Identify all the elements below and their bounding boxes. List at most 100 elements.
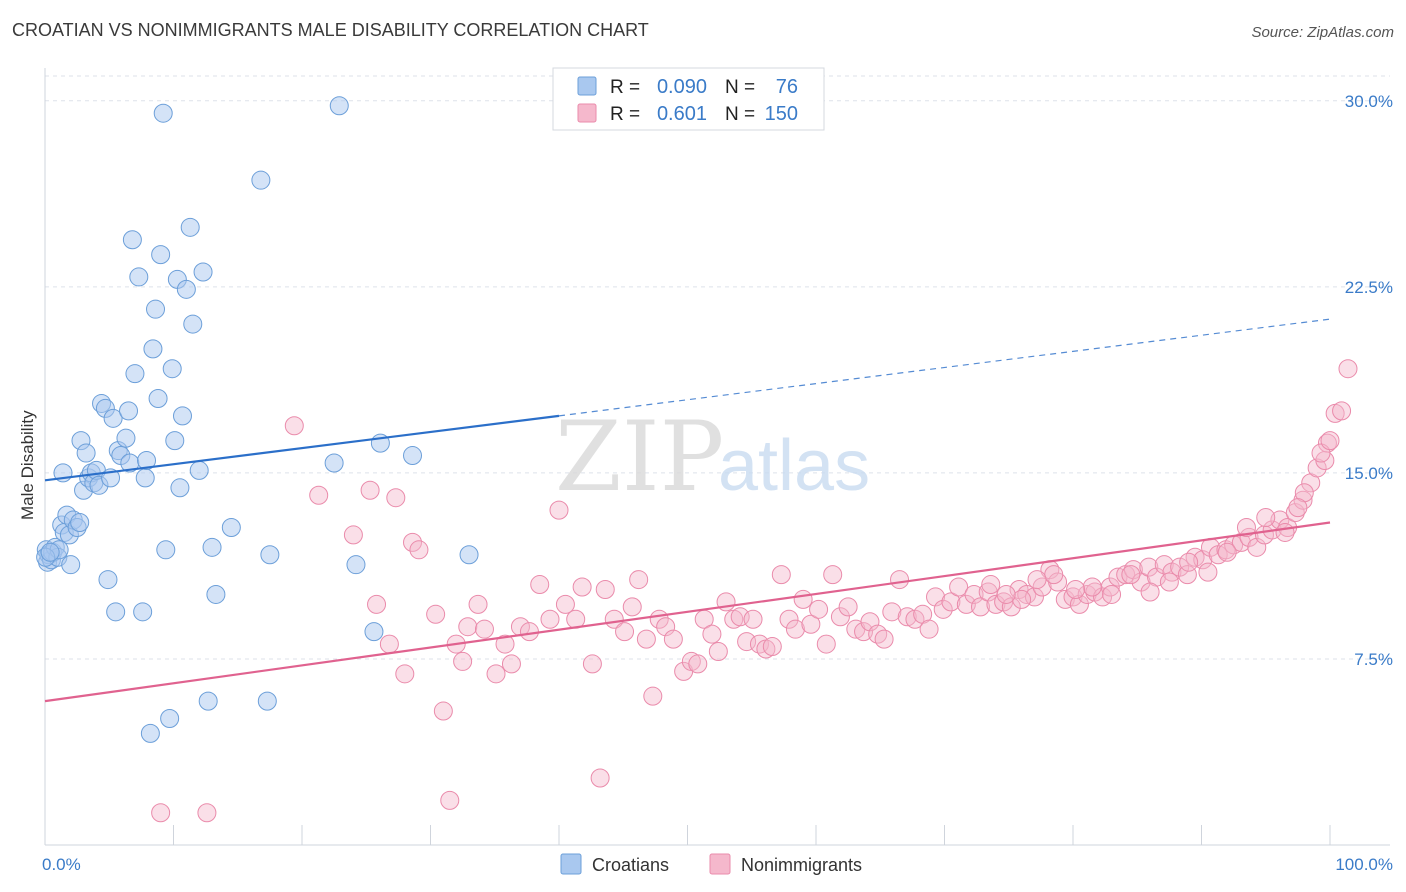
croatians-point [116,428,136,448]
nonimmigrants-point [1027,570,1047,590]
nonimmigrants-point [1317,433,1337,453]
nonimmigrants-point [426,604,446,624]
croatians-point [61,555,81,575]
nonimmigrants-point [395,664,415,684]
nonimmigrants-point [1288,498,1308,518]
nonimmigrants-point [386,488,406,508]
nonimmigrants-point [1307,458,1327,478]
nonimmigrants-point [572,577,592,597]
nonimmigrants-point [1082,577,1102,597]
nonimmigrants-point [501,654,521,674]
nonimmigrants-point [823,565,843,585]
legend-n-label: N = [725,77,755,98]
croatians-point [151,245,171,265]
nonimmigrants-point [890,570,910,590]
nonimmigrants-point [1066,579,1086,599]
y-tick-label: 7.5% [1354,650,1393,669]
nonimmigrants-point [433,701,453,721]
nonimmigrants-point [582,654,602,674]
croatians-point [260,545,280,565]
nonimmigrants-point [1139,557,1159,577]
nonimmigrants-point [1320,431,1340,451]
nonimmigrants-point [440,790,460,810]
croatians-point [329,96,349,116]
croatians-point [221,517,241,537]
nonimmigrants-point [1198,562,1218,582]
croatians-point [459,545,479,565]
nonimmigrants-point [622,597,642,617]
croatians-point [148,388,168,408]
nonimmigrants-point [1275,522,1295,542]
nonimmigrants-point [519,622,539,642]
nonimmigrants-point [941,592,961,612]
bottom-legend-croatians: Croatians [592,855,669,875]
nonimmigrants-point [1332,401,1352,421]
legend-r-label: R = [610,104,640,125]
croatians-trend-line [44,414,560,482]
nonimmigrants-point [197,803,217,823]
nonimmigrants-point [793,589,813,609]
chart-title: CROATIAN VS NONIMMIGRANTS MALE DISABILIT… [12,20,649,40]
nonimmigrants-point [468,594,488,614]
croatians-point [165,431,185,451]
legend-n-value: 150 [765,103,798,125]
nonimmigrants-point [453,651,473,671]
nonimmigrants-point [1055,589,1075,609]
nonimmigrants-point [949,577,969,597]
nonimmigrants-point [854,622,874,642]
nonimmigrants-point [530,575,550,595]
y-tick-label: 30.0% [1345,92,1393,111]
x-tick-label: 100.0% [1335,855,1393,874]
nonimmigrants-point [367,594,387,614]
nonimmigrants-point [151,803,171,823]
y-tick-label: 15.0% [1345,464,1393,483]
nonimmigrants-point [702,624,722,644]
nonimmigrants-point [919,619,939,639]
croatians-point [119,401,139,421]
nonimmigrants-point [1217,542,1237,562]
nonimmigrants-point [779,609,799,629]
nonimmigrants-point [838,597,858,617]
nonimmigrants-point [868,624,888,644]
croatians-point [160,708,180,728]
nonimmigrants-point [409,540,429,560]
legend-n-value: 76 [776,76,798,98]
nonimmigrants-point [1236,517,1256,537]
nonimmigrants-point [555,594,575,614]
nonimmigrants-point [981,575,1001,595]
nonimmigrants-point [897,607,917,627]
nonimmigrants-point [343,525,363,545]
nonimmigrants-point [486,664,506,684]
croatians-point [143,339,163,359]
croatians-point [364,622,384,642]
croatians-point [153,103,173,123]
watermark-zip: ZIP [555,401,724,513]
croatians-point [193,262,213,282]
croatians-point [176,279,196,299]
nonimmigrants-point [882,602,902,622]
croatians-point [202,537,222,557]
nonimmigrants-point [986,594,1006,614]
watermark-atlas: atlas [718,426,870,506]
nonimmigrants-point [785,619,805,639]
nonimmigrants-point [604,609,624,629]
nonimmigrants-point [1185,547,1205,567]
nonimmigrants-point [474,619,494,639]
legend-r-value: 0.601 [657,103,707,125]
nonimmigrants-point [540,609,560,629]
nonimmigrants-point [615,622,635,642]
bottom-legend-swatch-nonimmigrants [709,853,731,875]
nonimmigrants-point [762,637,782,657]
croatians-point [122,230,142,250]
nonimmigrants-point [830,607,850,627]
croatians-point [70,513,90,533]
nonimmigrants-point [1012,589,1032,609]
source-label: Source: ZipAtlas.com [1251,24,1394,41]
legend-swatch [577,76,597,96]
nonimmigrants-point [1121,565,1141,585]
croatians-point [257,691,277,711]
nonimmigrants-point [1044,565,1064,585]
nonimmigrants-point [379,634,399,654]
nonimmigrants-point [1338,359,1358,379]
